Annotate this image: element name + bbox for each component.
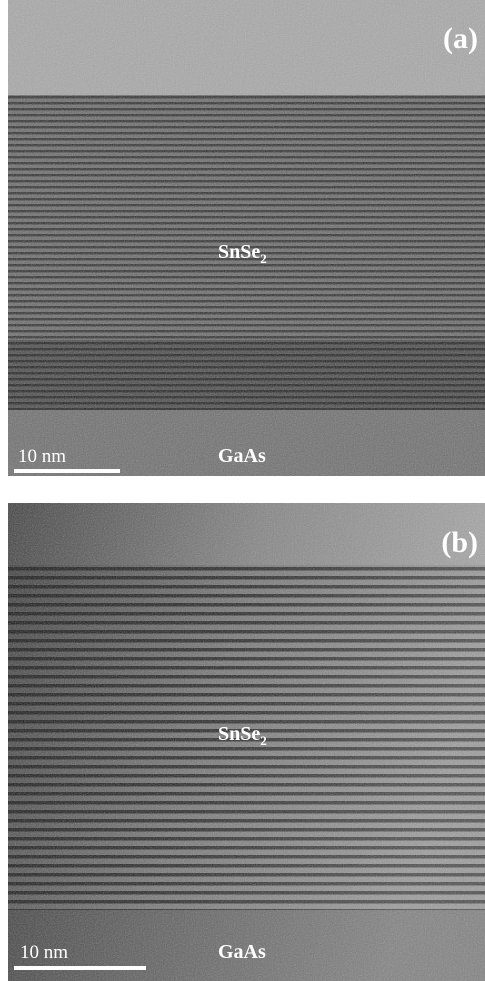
panel-b: (b) SnSe2 GaAs 10 nm xyxy=(8,503,485,981)
scale-bar xyxy=(14,966,146,970)
substrate-label: GaAs xyxy=(218,445,266,467)
scale-bar xyxy=(14,469,120,473)
film-subscript: 2 xyxy=(260,733,267,748)
panel-label: (b) xyxy=(441,526,478,559)
film-text: SnSe xyxy=(218,723,260,745)
film-label: SnSe2 xyxy=(218,723,267,748)
panel-label: (a) xyxy=(443,22,478,55)
figure: (a) SnSe2 GaAs 10 nm (b) SnSe2 GaAs 10 n… xyxy=(0,0,485,981)
scale-bar-label: 10 nm xyxy=(18,446,66,467)
film-subscript: 2 xyxy=(260,251,267,266)
substrate-label: GaAs xyxy=(218,941,266,963)
film-text: SnSe xyxy=(218,241,260,263)
scale-bar-label: 10 nm xyxy=(20,942,68,963)
panel-a: (a) SnSe2 GaAs 10 nm xyxy=(8,0,485,476)
film-label: SnSe2 xyxy=(218,241,267,266)
texture xyxy=(8,0,485,476)
